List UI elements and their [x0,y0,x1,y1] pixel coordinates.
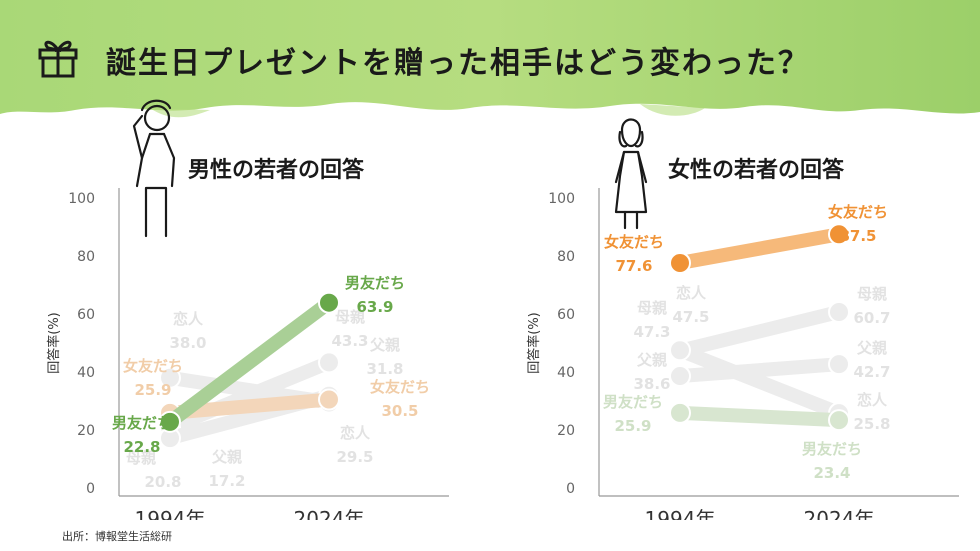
data-point [318,388,340,411]
series-name-label: 男友だち [112,414,172,432]
x-tick-label: 2024年 [294,507,365,520]
data-point [318,351,340,374]
series-name-label: 恋人 [340,424,371,442]
y-tick-label: 0 [86,481,95,497]
data-value-label: 25.9 [614,417,651,435]
data-point [828,353,850,376]
data-point [669,365,691,388]
y-tick-label: 20 [77,423,95,439]
series-name-label: 父親 [369,336,400,354]
banner-drip [640,104,705,116]
data-value-label: 47.3 [633,323,670,341]
series-name-label: 女友だち [828,203,888,221]
female-figure-icon [614,118,648,230]
male-figure-icon [132,99,176,238]
x-tick-label: 1994年 [135,507,206,520]
data-value-label: 77.6 [615,257,652,275]
data-value-label: 25.9 [134,381,171,399]
data-point [159,366,181,389]
data-value-label: 29.5 [336,448,373,466]
y-tick-label: 100 [68,191,95,207]
data-value-label: 25.8 [853,415,890,433]
male-chart: 0 20 40 60 80 100 回答率(%) 1994年 2024年 恋人 38.0 恋人 29.5… [30,90,490,520]
data-value-label: 47.5 [672,308,709,326]
page-title: 誕生日プレゼントを贈った相手はどう変わった？ [106,46,810,81]
series-name-label: 女友だち [604,233,664,251]
series-line [673,304,846,358]
data-value-label: 42.7 [853,363,890,381]
data-value-label: 60.7 [853,309,890,327]
y-tick-label: 20 [557,423,575,439]
series-name-label: 男友だち [802,440,862,458]
banner-shape [0,0,980,114]
y-tick-label: 80 [77,249,95,265]
data-point [669,401,691,424]
female-chart-plot: 0 20 40 60 80 100 回答率(%) 1994年 2024年 母親 47.3 母親 60.7… [526,118,959,520]
data-value-label: 20.8 [144,473,181,491]
series-name-label: 母親 [637,299,667,317]
series-line [673,405,846,428]
series-line [673,343,846,421]
data-value-label: 63.9 [356,298,393,316]
series-line [673,227,846,270]
series-line [163,295,336,429]
data-point [828,409,850,432]
y-tick-label: 0 [566,481,575,497]
y-tick-label: 100 [548,191,575,207]
male-chart-plot: 0 20 40 60 80 100 回答率(%) 1994年 2024年 恋人 38.0 恋人 29.5… [46,99,449,520]
y-tick-label: 40 [77,365,95,381]
y-axis-label: 回答率(%) [46,312,62,374]
data-value-label: 23.4 [813,464,850,482]
series-name-label: 母親 [335,308,365,326]
data-value-label: 17.2 [208,472,245,490]
series-name-label: 女友だち [370,378,430,396]
data-value-label: 30.5 [381,402,418,420]
series-name-label: 恋人 [857,391,888,409]
series-name-label: 恋人 [676,284,707,302]
data-value-label: 87.5 [839,227,876,245]
data-point [828,300,850,323]
data-value-label: 38.0 [169,334,206,352]
y-tick-label: 80 [557,249,575,265]
x-tick-label: 1994年 [645,507,716,520]
series-name-label: 母親 [126,449,156,467]
data-point [159,410,181,433]
series-name-label: 男友だち [603,393,663,411]
series-name-label: 女友だち [123,357,183,375]
female-chart-title: 女性の若者の回答 [668,158,845,183]
series-name-label: 母親 [857,285,887,303]
y-tick-label: 40 [557,365,575,381]
y-axis-label: 回答率(%) [526,312,542,374]
series-name-label: 恋人 [173,310,204,328]
gift-icon [38,40,78,78]
data-point [669,339,691,362]
female-chart: 0 20 40 60 80 100 回答率(%) 1994年 2024年 母親 47.3 母親 60.7… [510,90,970,520]
data-point [669,251,691,274]
series-name-label: 男友だち [345,274,405,292]
series-line [673,357,846,384]
source-note: 出所：博報堂生活総研 [62,530,172,543]
y-tick-label: 60 [557,307,575,323]
data-value-label: 22.8 [123,438,160,456]
male-chart-title: 男性の若者の回答 [188,158,365,183]
data-value-label: 38.6 [633,375,670,393]
data-value-label: 43.3 [331,332,368,350]
y-tick-label: 60 [77,307,95,323]
data-point [828,223,850,246]
series-name-label: 父親 [211,448,242,466]
series-name-label: 父親 [856,339,887,357]
x-tick-label: 2024年 [804,507,875,520]
data-point [318,291,340,314]
data-value-label: 31.8 [366,360,403,378]
series-name-label: 父親 [636,351,667,369]
